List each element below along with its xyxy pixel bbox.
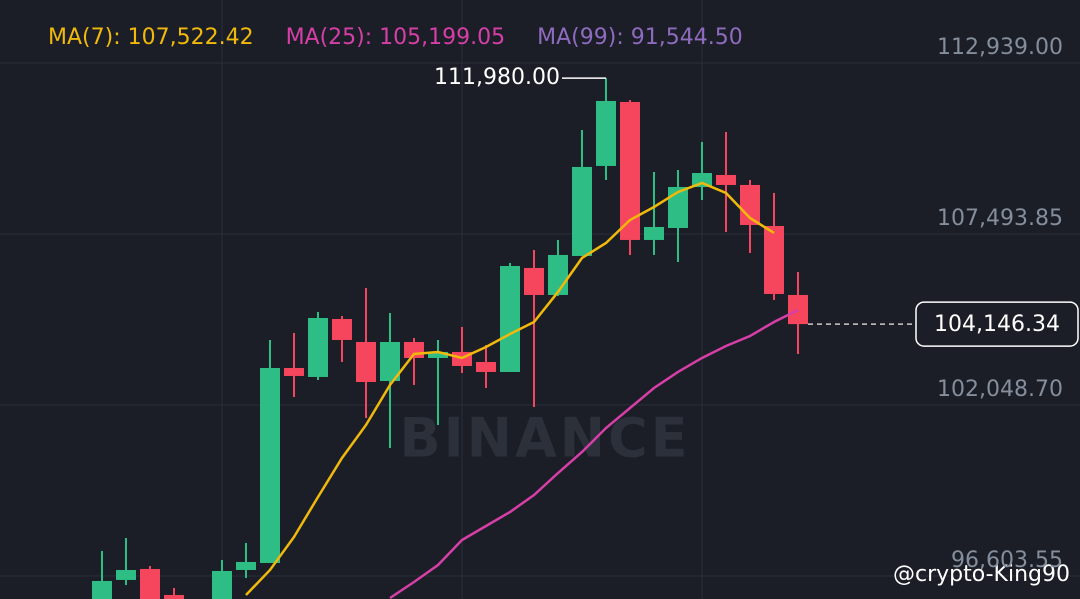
y-tick-label: 102,048.70 xyxy=(937,377,1063,402)
candle-body xyxy=(716,174,736,185)
candle-body xyxy=(356,341,376,382)
candle-body xyxy=(140,568,160,599)
candle-body xyxy=(428,351,448,358)
candle-body xyxy=(740,184,760,225)
candle-body xyxy=(284,367,304,376)
candle-body xyxy=(236,561,256,570)
candle-body xyxy=(380,341,400,381)
legend: MA(7): 107,522.42 MA(25): 105,199.05 MA(99… xyxy=(48,25,743,50)
candle-body xyxy=(524,267,544,295)
y-tick-label: 107,493.85 xyxy=(937,206,1063,231)
candle-body xyxy=(668,186,688,228)
candle-body xyxy=(692,173,712,187)
candle-body xyxy=(500,265,520,372)
candle-body xyxy=(332,319,352,340)
legend-entry: MA(99): 91,544.50 xyxy=(537,25,743,50)
candle-body xyxy=(572,166,592,256)
candle-body xyxy=(164,594,184,599)
candle-body xyxy=(548,254,568,295)
candle-body xyxy=(116,569,136,580)
current-price-label: 104,146.34 xyxy=(934,312,1060,337)
candle-body xyxy=(476,361,496,372)
watermark: BINANCE xyxy=(400,407,691,470)
max-marker-label: 111,980.00 xyxy=(434,65,560,90)
legend-entry: MA(25): 105,199.05 xyxy=(286,25,506,50)
candle-body xyxy=(92,580,112,599)
y-tick-label: 96,603.55 xyxy=(951,548,1063,573)
ma-line xyxy=(245,181,775,596)
candle-body xyxy=(644,226,664,240)
legend-entry: MA(7): 107,522.42 xyxy=(48,25,254,50)
candle-body xyxy=(620,101,640,240)
credit: @crypto-King90 xyxy=(893,562,1070,587)
plot xyxy=(0,62,1080,599)
candle-body xyxy=(788,294,808,325)
candle-body xyxy=(260,367,280,563)
candle-body xyxy=(212,570,232,599)
candle-body xyxy=(308,317,328,377)
y-tick-label: 112,939.00 xyxy=(937,35,1063,60)
current-price-box xyxy=(915,301,1079,347)
ma-line xyxy=(389,308,799,599)
candle-body xyxy=(596,100,616,166)
candle-body xyxy=(764,225,784,294)
